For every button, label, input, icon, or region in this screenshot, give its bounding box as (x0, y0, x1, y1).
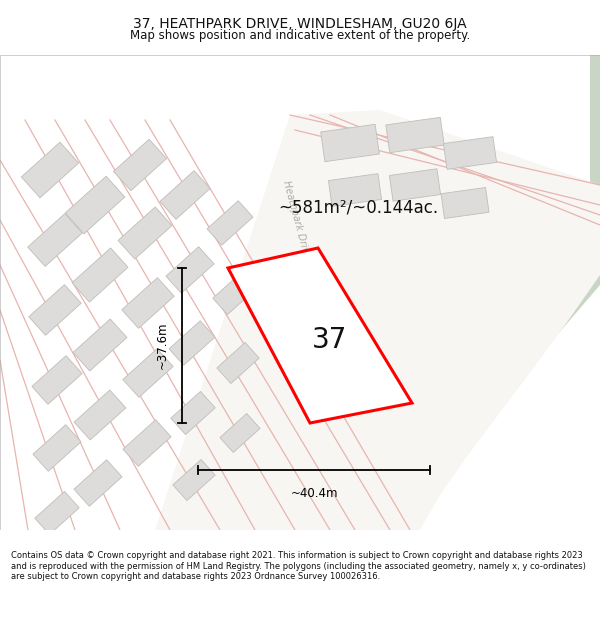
Polygon shape (22, 142, 79, 198)
Polygon shape (113, 139, 167, 191)
Polygon shape (328, 174, 382, 206)
Polygon shape (155, 110, 600, 530)
Polygon shape (123, 420, 171, 466)
Polygon shape (441, 188, 489, 219)
Polygon shape (169, 321, 215, 365)
Polygon shape (35, 491, 79, 534)
Text: ~40.4m: ~40.4m (290, 487, 338, 500)
Polygon shape (28, 214, 82, 266)
Polygon shape (395, 55, 600, 530)
Text: 37: 37 (313, 326, 347, 354)
Text: Contains OS data © Crown copyright and database right 2021. This information is : Contains OS data © Crown copyright and d… (11, 551, 586, 581)
Polygon shape (217, 342, 259, 384)
Text: ~37.6m: ~37.6m (155, 321, 169, 369)
Polygon shape (33, 425, 81, 471)
Polygon shape (122, 278, 174, 328)
Polygon shape (74, 390, 126, 440)
Polygon shape (74, 460, 122, 506)
Text: Heathpark Drive: Heathpark Drive (281, 180, 311, 260)
Polygon shape (228, 248, 412, 423)
Polygon shape (443, 137, 497, 169)
Polygon shape (220, 414, 260, 452)
Polygon shape (213, 271, 257, 314)
Polygon shape (32, 356, 82, 404)
Text: ~581m²/~0.144ac.: ~581m²/~0.144ac. (278, 198, 438, 216)
Polygon shape (29, 284, 81, 336)
Polygon shape (160, 171, 210, 219)
Polygon shape (386, 118, 444, 152)
Polygon shape (73, 319, 127, 371)
Polygon shape (123, 349, 173, 398)
Polygon shape (389, 169, 440, 201)
Polygon shape (171, 391, 215, 434)
Polygon shape (173, 459, 215, 501)
Polygon shape (72, 248, 128, 302)
Polygon shape (118, 207, 172, 259)
Polygon shape (166, 247, 214, 293)
Polygon shape (207, 201, 253, 245)
Polygon shape (65, 176, 125, 234)
Text: Map shows position and indicative extent of the property.: Map shows position and indicative extent… (130, 29, 470, 42)
Polygon shape (320, 124, 379, 162)
Text: 37, HEATHPARK DRIVE, WINDLESHAM, GU20 6JA: 37, HEATHPARK DRIVE, WINDLESHAM, GU20 6J… (133, 17, 467, 31)
